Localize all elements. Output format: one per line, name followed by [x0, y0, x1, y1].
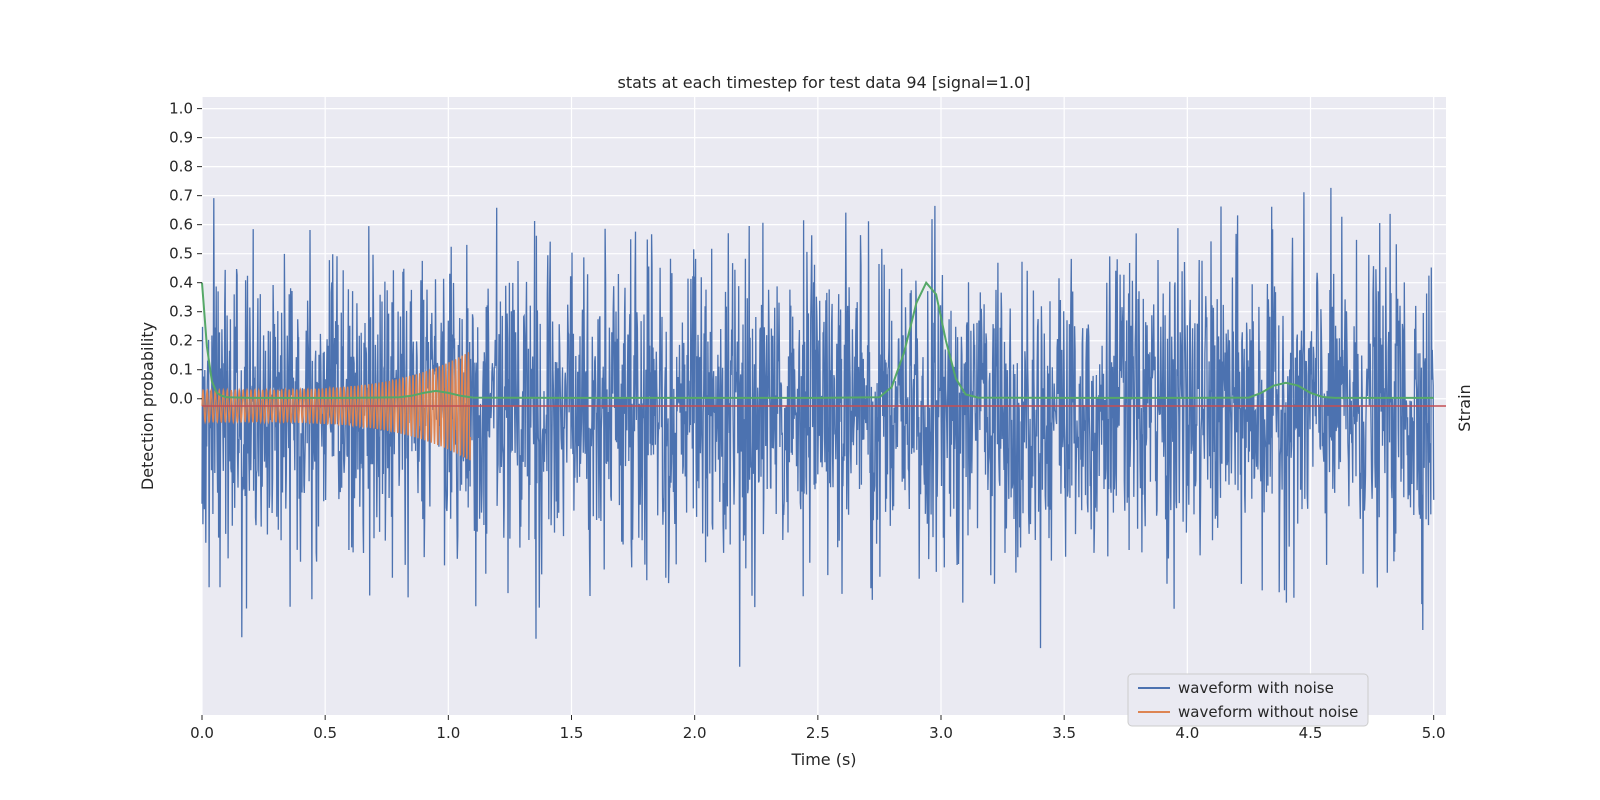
legend: waveform with noise waveform without noi…	[1127, 673, 1369, 727]
y-axis-ticks: 0.0 0.1 0.2 0.3 0.4 0.5 0.6 0.7 0.8 0.9 1.0	[169, 100, 202, 408]
y-tick-label: 0.4	[169, 274, 193, 292]
y-tick-label: 1.0	[169, 100, 193, 118]
y-tick-label: 0.1	[169, 361, 193, 379]
x-axis-ticks: 0.0 0.5 1.0 1.5 2.0 2.5 3.0 3.5 4.0 4.5 5.0	[190, 715, 1446, 742]
x-tick-label: 3.5	[1052, 724, 1076, 742]
y-tick-label: 0.9	[169, 129, 193, 147]
y-tick-label: 0.7	[169, 187, 193, 205]
x-tick-label: 2.5	[806, 724, 830, 742]
x-tick-label: 1.0	[436, 724, 460, 742]
y-tick-label: 0.6	[169, 216, 193, 234]
legend-label-noise: waveform with noise	[1178, 679, 1334, 697]
y-axis-label: Detection probability	[138, 322, 157, 490]
legend-box	[1127, 673, 1369, 727]
y-tick-label: 0.0	[169, 390, 193, 408]
y2-axis-label: Strain	[1455, 384, 1474, 431]
x-tick-label: 5.0	[1422, 724, 1446, 742]
x-tick-label: 2.0	[683, 724, 707, 742]
x-tick-label: 0.0	[190, 724, 214, 742]
x-tick-label: 4.5	[1299, 724, 1323, 742]
plot-lines	[201, 187, 1446, 667]
y-tick-label: 0.3	[169, 303, 193, 321]
series-waveform-with-noise	[201, 187, 1435, 667]
series-detection-probability	[201, 280, 1434, 399]
x-tick-label: 0.5	[313, 724, 337, 742]
x-axis-label: Time (s)	[790, 750, 856, 769]
x-tick-label: 1.5	[560, 724, 584, 742]
y-tick-label: 0.5	[169, 245, 193, 263]
chart-title: stats at each timestep for test data 94 …	[618, 73, 1031, 92]
y-tick-label: 0.2	[169, 332, 193, 350]
x-tick-label: 3.0	[929, 724, 953, 742]
y-tick-label: 0.8	[169, 158, 193, 176]
x-tick-label: 4.0	[1175, 724, 1199, 742]
legend-label-clean: waveform without noise	[1178, 703, 1358, 721]
